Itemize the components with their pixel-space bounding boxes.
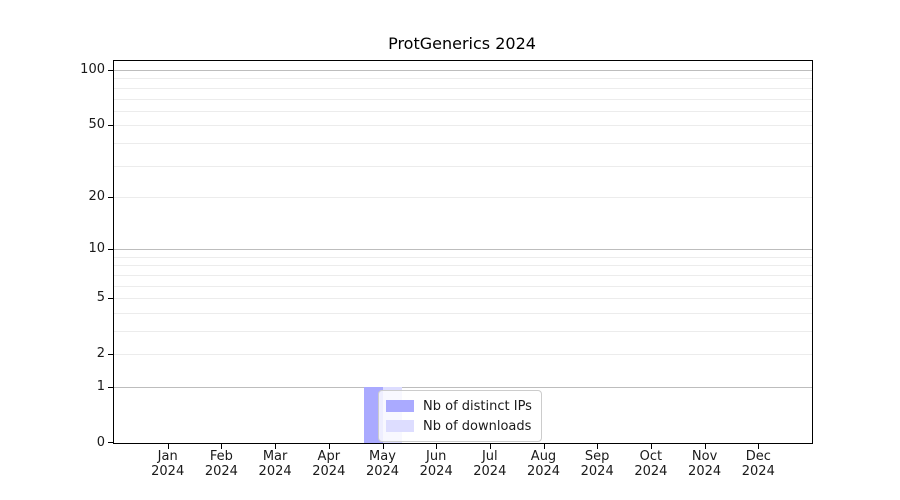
- legend-label-distinct-ips: Nb of distinct IPs: [423, 398, 532, 414]
- y-tick-label: 5: [96, 290, 105, 306]
- y-tick-label: 100: [80, 62, 105, 77]
- x-axis-tick: [167, 444, 169, 449]
- x-tick-label: Apr 2024: [312, 449, 346, 479]
- gridline-minor: [114, 265, 812, 267]
- gridline-minor: [114, 354, 812, 356]
- y-axis-tick: [108, 354, 113, 356]
- legend-entry-distinct-ips: Nb of distinct IPs: [386, 396, 532, 416]
- x-axis-tick: [275, 444, 277, 449]
- x-axis-tick: [704, 444, 706, 449]
- x-tick-label: Aug 2024: [526, 449, 561, 479]
- gridline-minor: [114, 331, 812, 332]
- x-tick-label: Dec 2024: [741, 449, 775, 479]
- x-tick-label: Sep 2024: [580, 449, 614, 479]
- legend-label-downloads: Nb of downloads: [423, 418, 532, 434]
- gridline-minor: [114, 110, 812, 112]
- y-axis-tick: [108, 298, 113, 300]
- y-tick-label: 10: [88, 241, 105, 257]
- y-axis-tick: [108, 70, 113, 71]
- gridline-minor: [114, 78, 812, 80]
- legend: Nb of distinct IPs Nb of downloads: [378, 390, 542, 442]
- x-tick-label: Feb 2024: [204, 449, 238, 479]
- gridline-major: [114, 70, 812, 71]
- y-axis-tick: [108, 125, 113, 127]
- gridline-minor: [114, 285, 812, 287]
- gridline-minor: [114, 98, 812, 100]
- gridline-major: [114, 387, 812, 388]
- gridline-minor: [114, 87, 812, 89]
- x-tick-label: Jul 2024: [473, 449, 507, 479]
- y-axis-tick: [108, 249, 113, 251]
- x-axis-tick: [597, 444, 599, 449]
- gridline-major: [114, 249, 812, 251]
- x-axis-tick: [221, 444, 223, 449]
- x-axis-tick: [382, 444, 384, 449]
- x-axis-tick: [543, 444, 545, 449]
- gridline-minor: [114, 142, 812, 144]
- legend-entry-downloads: Nb of downloads: [386, 416, 532, 436]
- y-axis-tick: [108, 196, 113, 198]
- gridline-minor: [114, 274, 812, 276]
- x-tick-label: May 2024: [365, 449, 400, 479]
- gridline-minor: [114, 312, 812, 314]
- gridline-minor: [114, 298, 812, 300]
- gridline-minor: [114, 125, 812, 127]
- x-tick-label: Jun 2024: [419, 449, 453, 479]
- x-tick-label: Mar 2024: [258, 449, 292, 479]
- y-axis-tick: [108, 387, 113, 388]
- x-tick-label: Jan 2024: [151, 449, 185, 479]
- y-tick-label: 0: [96, 435, 105, 450]
- x-axis-tick: [328, 444, 330, 449]
- y-axis-tick: [108, 442, 113, 443]
- x-axis-tick: [758, 444, 760, 449]
- x-axis-tick: [436, 444, 438, 449]
- x-axis-tick: [650, 444, 652, 449]
- bar-distinct-ips: [363, 387, 383, 443]
- chart-title: ProtGenerics 2024: [388, 34, 536, 53]
- y-tick-label: 20: [88, 188, 105, 204]
- plot-area: 0 1 2 5 10 20 50 100 Jan 2024 Feb 2024 Mar 2024 Apr 202…: [80, 60, 813, 479]
- gridline-minor: [114, 196, 812, 198]
- x-tick-label: Oct 2024: [634, 449, 668, 479]
- legend-swatch-distinct-ips: [386, 400, 414, 412]
- y-tick-label: 2: [96, 346, 105, 362]
- y-tick-label: 50: [88, 117, 105, 133]
- y-tick-label: 1: [96, 379, 105, 394]
- x-tick-label: Nov 2024: [688, 449, 722, 479]
- gridline-minor: [114, 256, 812, 258]
- gridline-minor: [114, 165, 812, 167]
- x-axis-tick: [489, 444, 491, 449]
- legend-swatch-downloads: [386, 420, 414, 432]
